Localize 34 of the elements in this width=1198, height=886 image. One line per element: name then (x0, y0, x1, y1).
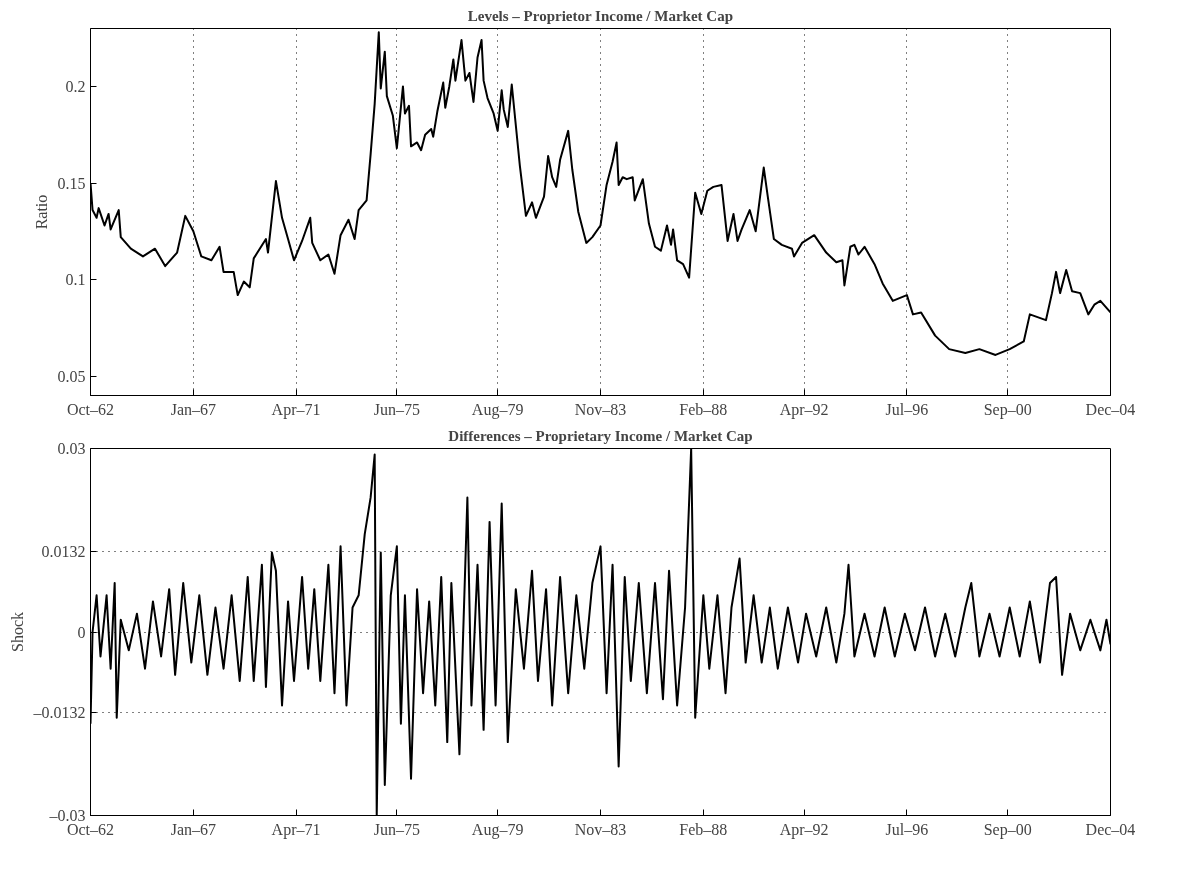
x-tick-label: Aug–79 (471, 400, 524, 419)
y-tick-label: 0.0132 (41, 542, 86, 560)
x-tick-label: Nov–83 (574, 820, 627, 838)
y-tick-label: 0.2 (65, 77, 86, 95)
y-tick-label: 0.1 (65, 271, 86, 289)
y-tick-label: 0.15 (57, 174, 86, 192)
y-axis-title: Shock (8, 612, 26, 652)
x-tick-label: Apr–71 (271, 820, 321, 839)
y-tick-label: 0.03 (57, 440, 86, 457)
x-tick-label: Nov–83 (574, 400, 627, 418)
y-axis-title: Ratio (32, 194, 50, 230)
x-tick-label: Apr–71 (271, 400, 321, 419)
x-tick-label: Dec–04 (1085, 400, 1136, 418)
x-tick-label: Jun–75 (373, 400, 420, 418)
x-tick-label: Feb–88 (679, 820, 728, 838)
x-tick-label: Jun–75 (373, 820, 420, 838)
x-tick-label: Aug–79 (471, 820, 524, 839)
x-tick-label: Dec–04 (1085, 820, 1136, 838)
x-tick-label: Sep–00 (983, 400, 1032, 419)
x-tick-label: Apr–92 (779, 820, 829, 839)
line-series (90, 448, 1111, 816)
x-tick-label: Sep–00 (983, 820, 1032, 839)
chart-title: Levels – Proprietor Income / Market Cap (467, 7, 733, 24)
x-tick-label: Apr–92 (779, 400, 829, 419)
x-tick-label: Oct–62 (66, 400, 115, 418)
y-tick-label: 0.05 (57, 367, 86, 385)
chart-title: Differences – Proprietary Income / Market Cap (448, 427, 753, 444)
x-tick-label: Jan–67 (170, 400, 217, 418)
y-tick-label: –0.0132 (32, 704, 86, 722)
y-tick-label: 0 (77, 623, 86, 641)
x-tick-label: Feb–88 (679, 400, 728, 418)
x-tick-label: Jan–67 (170, 820, 217, 838)
x-tick-label: Jul–96 (885, 400, 929, 418)
x-tick-label: Jul–96 (885, 820, 929, 838)
